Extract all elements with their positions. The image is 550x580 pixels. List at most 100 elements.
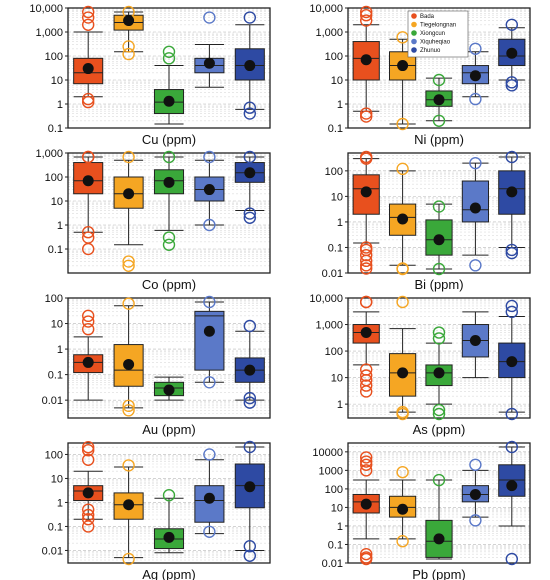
- y-tick-label: 0.01: [42, 545, 63, 557]
- mean-point: [163, 531, 175, 543]
- outlier-point: [396, 405, 409, 419]
- y-tick-label: 0.1: [48, 244, 63, 256]
- mean-point: [244, 364, 256, 376]
- outlier-point: [81, 11, 95, 24]
- y-tick-label: 0.01: [42, 395, 63, 407]
- x-axis-label: Co (ppm): [142, 277, 196, 292]
- chart-panel-7: 0.01 0.1 1 10 100 Ag (ppm): [42, 440, 271, 580]
- box-bada: [73, 441, 104, 533]
- outlier-point: [360, 363, 373, 376]
- outlier-point: [122, 404, 135, 417]
- chart-panel-1: 0.1 1 10 100 1,000 10,000 Cu (ppm): [29, 3, 271, 147]
- outlier-point: [243, 11, 257, 24]
- mean-point: [360, 327, 372, 339]
- chart-panel-4: 0.01 0.1 1 10 100 Bi (ppm): [322, 150, 531, 292]
- outlier-point: [396, 535, 409, 548]
- y-tick-label: 10: [331, 75, 343, 87]
- outlier-point: [122, 399, 135, 413]
- y-tick-label: 0.1: [48, 370, 63, 382]
- outlier-point: [243, 319, 257, 333]
- y-tick-label: 0.1: [48, 521, 63, 533]
- chart-panel-3: 0.1 1 10 100 1,000 Co (ppm): [35, 148, 271, 292]
- legend-box: [407, 10, 469, 58]
- outlier-point: [469, 92, 482, 106]
- outlier-point: [162, 238, 176, 251]
- plot-frame: [67, 442, 271, 564]
- outlier-point: [203, 525, 216, 538]
- box-iqr: [113, 176, 144, 209]
- outlier-point: [81, 150, 95, 164]
- y-tick-label: 1,000: [315, 27, 343, 39]
- mean-point: [203, 184, 215, 196]
- box-bada: [352, 451, 380, 566]
- legend-swatch: [411, 21, 417, 28]
- mean-point: [433, 367, 445, 379]
- outlier-point: [243, 207, 257, 220]
- outlier-point: [360, 262, 373, 275]
- y-tick-label: 10000: [312, 447, 343, 459]
- outlier-point: [505, 552, 518, 566]
- y-tick-label: 1,000: [35, 27, 63, 39]
- outlier-point: [122, 459, 135, 472]
- mean-point: [163, 176, 175, 188]
- y-tick-label: 10: [331, 191, 343, 203]
- outlier-point: [432, 200, 446, 213]
- outlier-point: [81, 323, 95, 336]
- box-tiegelongnan: [388, 465, 417, 548]
- y-tick-label: 1: [57, 220, 63, 232]
- outlier-point: [432, 262, 446, 276]
- y-tick-label: 10: [51, 75, 63, 87]
- box-xiongcun: [425, 73, 453, 127]
- y-tick-label: 1,000: [315, 320, 343, 332]
- outlier-point: [122, 297, 135, 310]
- outlier-point: [505, 246, 518, 260]
- legend-label: Bada: [420, 14, 435, 20]
- outlier-point: [81, 315, 95, 328]
- plot-frame: [67, 152, 271, 274]
- mean-point: [433, 533, 445, 545]
- outlier-point: [122, 150, 135, 164]
- outlier-point: [505, 18, 518, 31]
- box-xiquheqiao: [461, 42, 490, 106]
- outlier-point: [360, 259, 373, 272]
- legend-label: Tiegelongnan: [420, 23, 456, 29]
- y-tick-label: 0.01: [322, 268, 343, 280]
- y-tick-label: 10,000: [309, 3, 343, 15]
- x-axis-label: Ni (ppm): [414, 132, 464, 147]
- outlier-point: [469, 42, 482, 55]
- legend: Bada Tiegelongnan Xiongcun Xiquheqiao Zhunuo: [407, 10, 469, 58]
- x-axis-label: Pb (ppm): [412, 567, 465, 580]
- outlier-point: [469, 156, 482, 170]
- outlier-point: [505, 76, 518, 89]
- legend-label: Zhunuo: [420, 48, 441, 54]
- box-xiongcun: [425, 200, 453, 276]
- outlier-point: [396, 162, 409, 176]
- outlier-point: [243, 396, 257, 409]
- outlier-point: [122, 552, 135, 566]
- box-zhunuo: [498, 18, 526, 92]
- box-xiquheqiao: [461, 458, 490, 527]
- box-xiongcun: [425, 326, 453, 421]
- y-tick-label: 10: [51, 473, 63, 485]
- box-xiquheqiao: [194, 448, 225, 538]
- outlier-point: [243, 211, 257, 224]
- plot-frame: [347, 152, 531, 274]
- box-tiegelongnan: [113, 459, 144, 566]
- y-tick-label: 1,000: [35, 148, 63, 160]
- outlier-point: [505, 440, 518, 454]
- plot-frame: [347, 297, 531, 419]
- outlier-point: [505, 243, 518, 257]
- box-tiegelongnan: [113, 297, 144, 417]
- box-xiongcun: [153, 376, 185, 401]
- chart-panel-5: 0.01 0.1 1 10 100 Au (ppm): [42, 293, 271, 437]
- outlier-point: [505, 79, 518, 92]
- box-zhunuo: [498, 440, 526, 566]
- mean-point: [506, 47, 518, 59]
- outlier-point: [81, 18, 95, 31]
- outlier-point: [432, 473, 446, 487]
- outlier-point: [81, 508, 95, 522]
- y-tick-label: 0.1: [328, 242, 343, 254]
- plot-frame: [347, 442, 531, 564]
- mean-point: [203, 57, 215, 69]
- outlier-point: [360, 9, 373, 22]
